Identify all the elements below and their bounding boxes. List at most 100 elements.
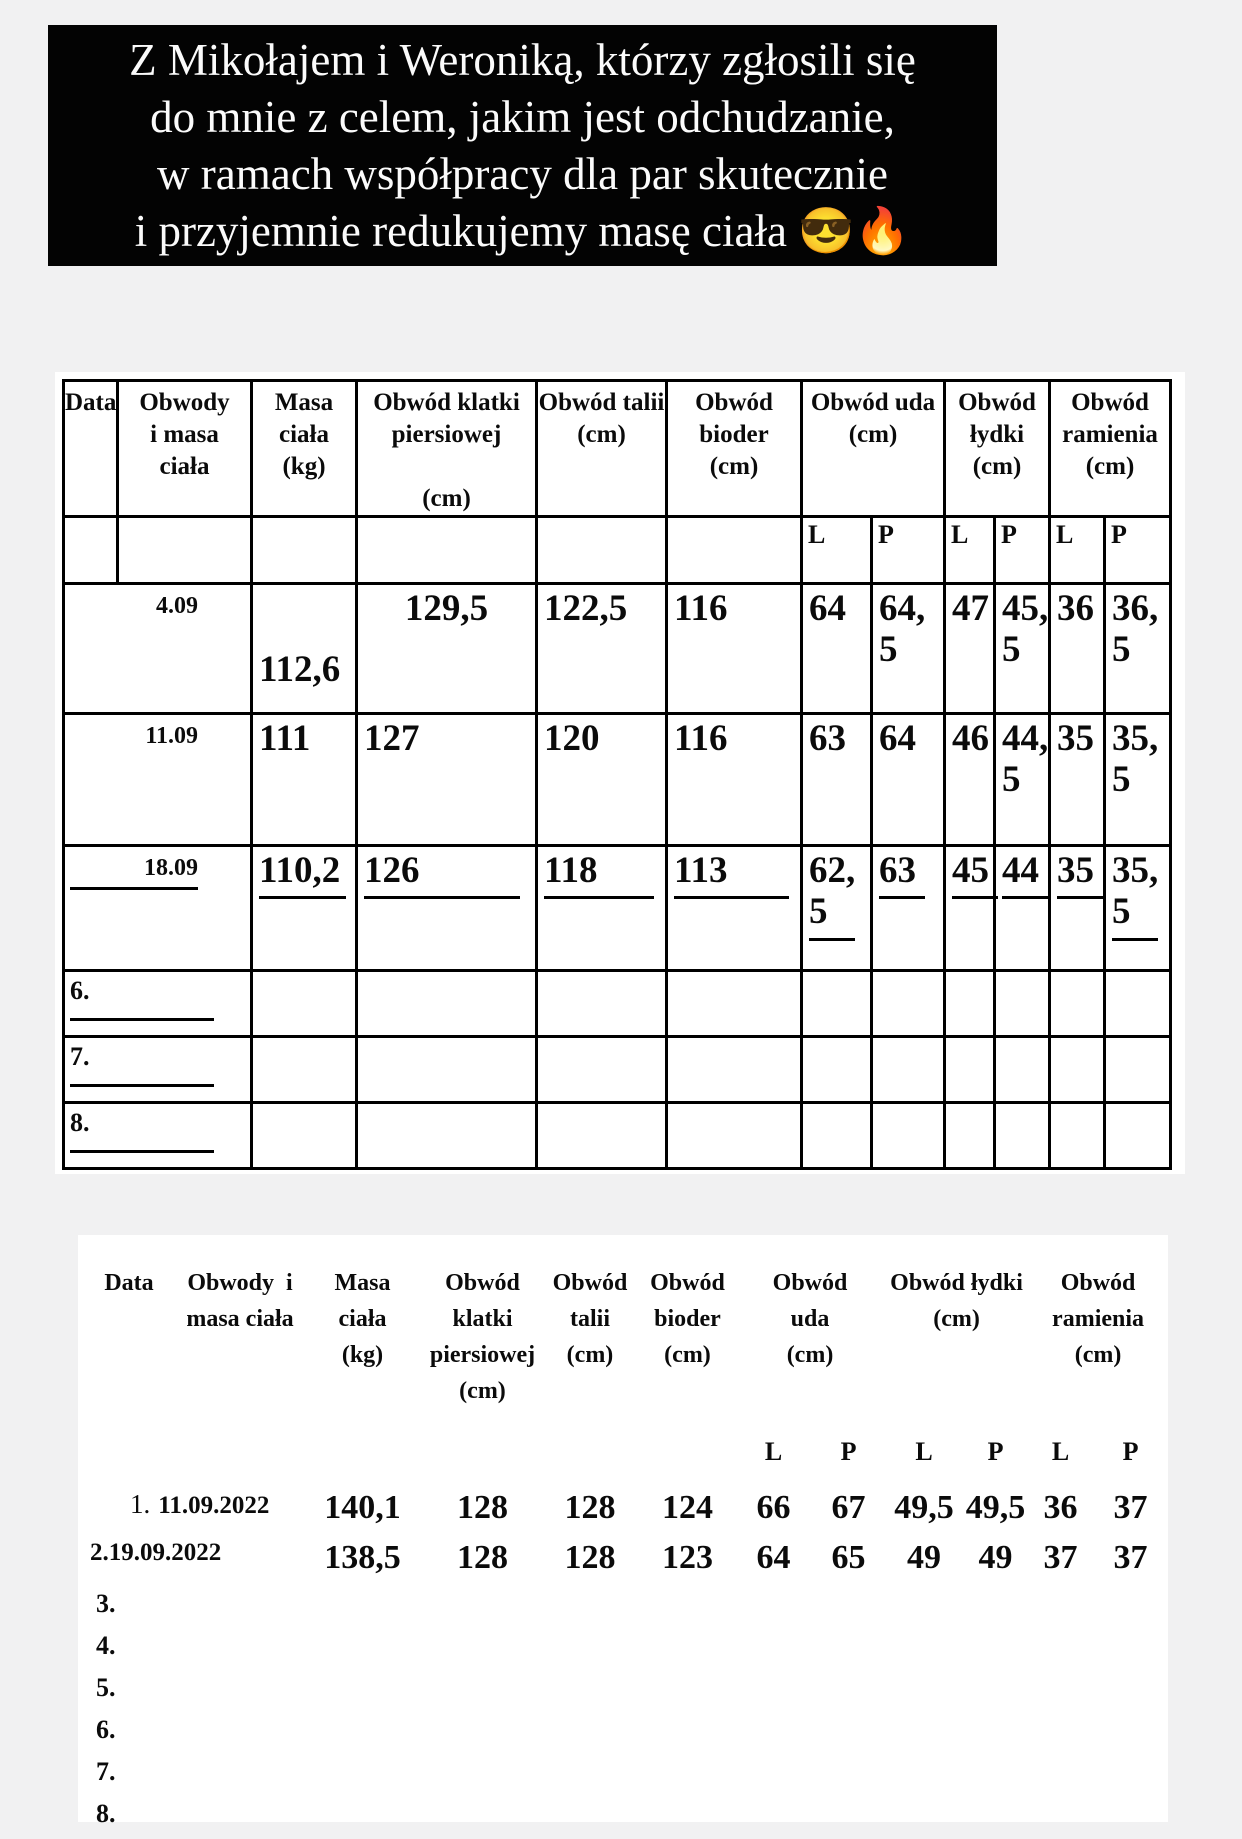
t2-header-uda: Obwód uda (cm)	[772, 1270, 848, 1368]
t2-empty-cell	[78, 1423, 180, 1471]
t1-empty-cell	[1102, 1035, 1173, 1104]
t1-header-klatka: Obwód klatki piersiowej (cm)	[355, 379, 538, 518]
t2-sub-uda-p: P	[840, 1437, 857, 1466]
t2-uda-l-cell: 66	[756, 1489, 791, 1526]
t2-masa-cell: 138,5	[324, 1539, 401, 1576]
t1-empty-cell	[355, 1101, 538, 1170]
t1-empty-cell	[1102, 1101, 1173, 1170]
t1-uda-p-cell: 64	[870, 712, 946, 847]
t1-uda-p-cell: 64, 5	[870, 582, 946, 715]
t1-sub-uda-l: L	[800, 515, 873, 585]
t1-talii-cell: 118	[535, 844, 668, 972]
t1-header-lydki: Obwód łydki (cm)	[943, 379, 1051, 518]
t1-empty-cell	[993, 969, 1051, 1038]
t2-bioder-cell: 124	[662, 1489, 713, 1526]
t2-sub-uda-l: L	[764, 1437, 783, 1466]
t1-date-cell: 18.09	[62, 844, 253, 972]
t1-ram-l-cell: 36	[1048, 582, 1106, 715]
t1-lydki-p-cell: 44, 5	[993, 712, 1051, 847]
t1-lydki-l-cell: 45	[943, 844, 998, 972]
t1-ram-p-cell: 36, 5	[1102, 582, 1173, 715]
t2-empty-row-5: 5.	[78, 1673, 1168, 1715]
t2-empty-row-8: 8.	[78, 1799, 1168, 1839]
t1-lydki-p-cell: 44	[993, 844, 1051, 972]
t1-empty-cell	[116, 515, 253, 585]
t1-ram-l-cell: 35	[1048, 712, 1106, 847]
t1-empty-cell	[535, 515, 668, 585]
t2-sub-lydki-p: P	[987, 1437, 1004, 1466]
t1-lydki-l-cell: 47	[943, 582, 996, 715]
t1-header-ramienia: Obwód ramienia (cm)	[1047, 379, 1173, 518]
t1-row-11-09: 11.09 111 127 120 116 63 64 46 44, 5 35 …	[62, 712, 1173, 847]
t2-lydki-l-cell: 49	[907, 1539, 942, 1576]
t1-empty-cell	[800, 1101, 873, 1170]
t1-sub-lydki-p: P	[993, 515, 1051, 585]
t2-lydki-p-cell: 49	[978, 1539, 1013, 1576]
t2-row-number: 3.	[96, 1589, 116, 1618]
t2-subheader-row: L P L P L P	[78, 1423, 1168, 1471]
measurements-table-1: Data Obwody i masa ciała Masa ciała (kg)…	[62, 379, 1173, 1170]
t1-empty-cell	[355, 969, 538, 1038]
t2-row-number: 4.	[96, 1631, 116, 1660]
t1-empty-cell	[943, 969, 996, 1038]
t1-uda-l-cell: 64	[800, 582, 873, 715]
t1-empty-cell	[250, 1035, 358, 1104]
caption-banner: Z Mikołajem i Weroniką, którzy zgłosili …	[48, 25, 997, 266]
t2-date-cell: 2.19.09.2022	[90, 1539, 222, 1566]
t2-uda-p-cell: 67	[831, 1489, 866, 1526]
t1-empty-cell	[870, 1035, 946, 1104]
t1-klatka-cell: 127	[355, 712, 538, 847]
t1-lydki-p-cell: 45, 5	[993, 582, 1051, 715]
t1-empty-cell	[250, 515, 358, 585]
t1-masa-cell: 112,6	[250, 582, 358, 715]
t2-empty-row-3: 3.	[78, 1589, 1168, 1631]
t2-empty-cell	[540, 1423, 640, 1471]
t2-uda-l-cell: 64	[756, 1539, 791, 1576]
t1-row-number: 8.	[62, 1101, 253, 1170]
t1-date-cell: 4.09	[62, 582, 253, 715]
caption-line: do mnie z celem, jakim jest odchudzanie,	[150, 91, 895, 142]
t2-empty-row-7: 7.	[78, 1757, 1168, 1799]
t1-klatka-cell: 126	[355, 844, 538, 972]
t1-header-obwody: Obwody i masa ciała	[116, 379, 253, 518]
t1-empty-cell	[665, 969, 803, 1038]
t1-empty-cell	[535, 969, 668, 1038]
t1-uda-p-cell: 63	[870, 844, 946, 972]
measurements-table-2: Data Obwody i masa ciała Masa ciała (kg)…	[78, 1265, 1168, 1839]
t1-masa-cell: 110,2	[250, 844, 358, 972]
t2-ram-l-cell: 37	[1043, 1539, 1078, 1576]
t1-empty-cell	[1048, 1101, 1106, 1170]
t1-talii-cell: 120	[535, 712, 668, 847]
t2-date-cell: 1. 11.09.2022	[130, 1489, 270, 1519]
t2-header-ramienia: Obwód ramienia (cm)	[1052, 1270, 1145, 1368]
t2-header-talii: Obwód talii (cm)	[552, 1270, 628, 1368]
t1-empty-cell	[993, 1101, 1051, 1170]
t2-header-row: Data Obwody i masa ciała Masa ciała (kg)…	[78, 1265, 1168, 1423]
t1-empty-cell	[800, 969, 873, 1038]
table-panel-2: Data Obwody i masa ciała Masa ciała (kg)…	[78, 1235, 1168, 1828]
t2-ram-p-cell: 37	[1113, 1539, 1148, 1576]
t1-empty-row-6: 6.	[62, 969, 1173, 1038]
t1-empty-cell	[355, 1035, 538, 1104]
t1-row-4-09: 4.09 112,6 129,5 122,5 116 64 64, 5 47 4…	[62, 582, 1173, 715]
t1-row-18-09: 18.09 110,2 126 118 113 62, 5 63 45 44 3…	[62, 844, 1173, 972]
t1-empty-cell	[1048, 969, 1106, 1038]
t1-header-row: Data Obwody i masa ciała Masa ciała (kg)…	[62, 379, 1173, 518]
t1-empty-cell	[250, 1101, 358, 1170]
t2-row-number: 8.	[96, 1799, 116, 1828]
t1-ram-p-cell: 35, 5	[1102, 712, 1173, 847]
t1-row-number: 7.	[62, 1035, 253, 1104]
t1-empty-cell	[800, 1035, 873, 1104]
t2-header-obwody: Obwody i masa ciała	[186, 1270, 294, 1332]
t1-empty-cell	[62, 515, 119, 585]
t1-empty-cell	[250, 969, 358, 1038]
t2-header-klatka: Obwód klatki piersiowej (cm)	[429, 1270, 536, 1404]
t1-row-number: 6.	[62, 969, 253, 1038]
t1-ram-p-cell: 35, 5	[1102, 844, 1173, 972]
t2-row-number: 5.	[96, 1673, 116, 1702]
t1-header-talii: Obwód talii (cm)	[535, 379, 668, 518]
t1-sub-ram-p: P	[1102, 515, 1173, 585]
t1-empty-row-8: 8.	[62, 1101, 1173, 1170]
t1-empty-cell	[355, 515, 538, 585]
t1-lydki-l-cell: 46	[943, 712, 996, 847]
